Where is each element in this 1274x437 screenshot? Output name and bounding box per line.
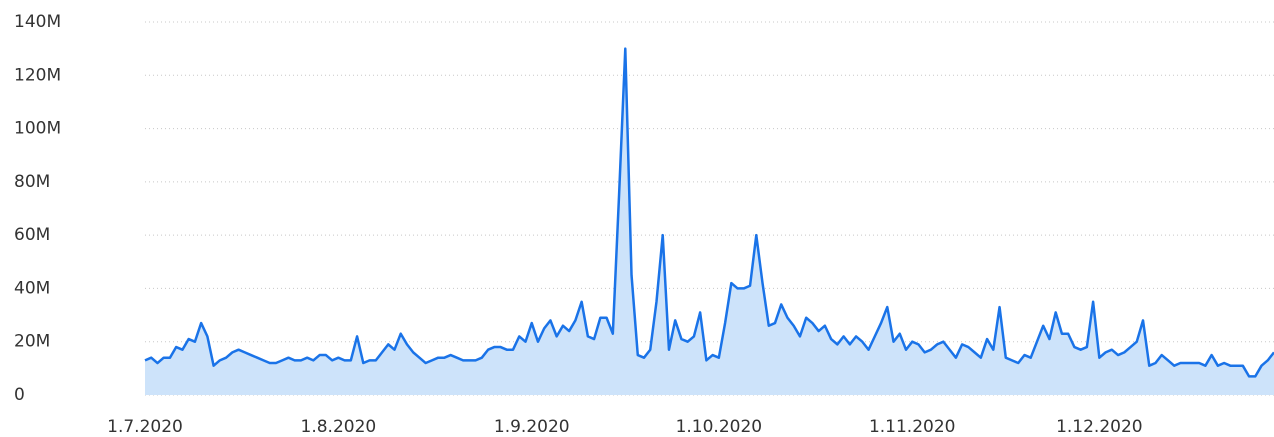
x-tick-label: 1.12.2020 [1056, 417, 1143, 437]
y-tick-label: 60M [14, 225, 50, 245]
line [144, 47, 1274, 378]
x-tick-label: 1.8.2020 [301, 417, 377, 437]
y-tick-label: 80M [14, 172, 50, 192]
y-tick-label: 120M [14, 65, 61, 85]
y-tick-label: 100M [14, 119, 61, 139]
y-tick-label: 20M [14, 332, 50, 352]
x-tick-label: 1.10.2020 [676, 417, 763, 437]
area [145, 48, 1274, 395]
x-tick-label: 1.7.2020 [107, 417, 183, 437]
x-tick-label: 1.9.2020 [494, 417, 570, 437]
x-tick-label: 1.11.2020 [869, 417, 956, 437]
y-tick-label: 40M [14, 278, 50, 298]
y-tick-label: 140M [14, 12, 61, 32]
y-tick-label: 0 [14, 385, 25, 405]
